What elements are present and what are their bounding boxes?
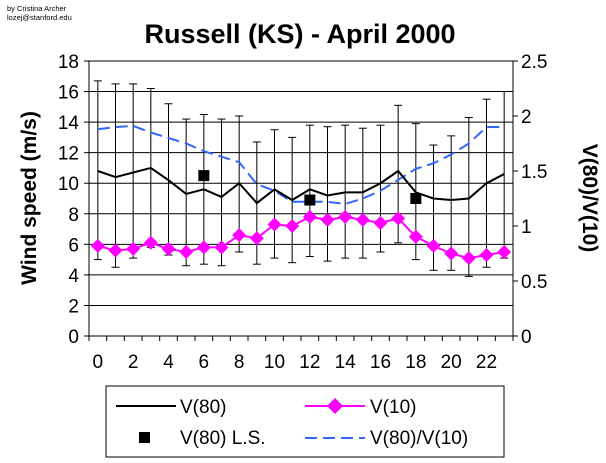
v10-point-5: [179, 244, 194, 259]
v10-point-17: [391, 211, 406, 226]
x-tick-label-10: 10: [264, 352, 285, 373]
v10-point-23: [497, 244, 512, 259]
v10-point-19: [426, 238, 441, 253]
x-tick-label-16: 16: [370, 352, 391, 373]
y2-tick-label-3: 1.5: [521, 162, 547, 183]
v80-ls-point-18: [410, 193, 422, 204]
v10-point-6: [196, 240, 211, 255]
v10-point-3: [143, 235, 158, 250]
series: [90, 124, 512, 266]
y-tick-label-4: 4: [68, 266, 79, 287]
v10-point-20: [444, 246, 459, 261]
legend-label-ratio: V(80)/V(10): [370, 428, 468, 449]
y-tick-label-14: 14: [58, 113, 80, 134]
y2-tick-label-0: 0: [521, 327, 532, 348]
y-tick-label-0: 0: [68, 327, 79, 348]
x-tick-label-22: 22: [476, 352, 497, 373]
v10-point-16: [373, 215, 388, 230]
v10-point-1: [108, 243, 123, 258]
v80-ls-point-6: [198, 170, 210, 182]
y2-tick-label-2: 1: [521, 217, 532, 238]
v10-point-21: [461, 251, 476, 266]
error-bars: [93, 80, 509, 277]
v10-point-11: [285, 219, 300, 233]
v10-point-7: [214, 240, 229, 255]
grid: [89, 60, 513, 337]
credit-email: lozej@stanford.edu: [7, 13, 72, 22]
v10-point-12: [302, 209, 317, 224]
plot-area: [88, 60, 514, 337]
legend-swatch-v80-ls: [139, 432, 150, 443]
x-tick-label-0: 0: [93, 352, 104, 373]
x-tick-label-2: 2: [128, 352, 139, 373]
v10-point-10: [267, 217, 282, 232]
v10-point-0: [90, 238, 105, 253]
axes: 0 2 4 6 8 10 12 14 16 18 0 0.5 1 1.5 2 2.5 0 2 4 6 8 10 12 14 16…: [58, 52, 548, 373]
x-tick-label-8: 8: [234, 352, 245, 373]
series-v80-line: [97, 166, 505, 205]
legend: V(80) V(10) V(80) L.S. V(80)/V(10): [105, 385, 505, 458]
credit-name: by Cristina Archer: [7, 4, 67, 13]
v10-point-9: [249, 231, 264, 246]
x-tick-label-18: 18: [405, 352, 426, 373]
y2-tick-label-1: 0.5: [521, 272, 547, 293]
v10-point-13: [320, 212, 335, 227]
y-tick-label-18: 18: [58, 52, 79, 73]
v10-point-4: [161, 241, 176, 256]
x-tick-label-6: 6: [199, 352, 210, 373]
v10-point-15: [355, 212, 370, 227]
legend-label-v80-ls: V(80) L.S.: [180, 428, 266, 449]
legend-box: [105, 385, 505, 458]
y-tick-label-8: 8: [68, 205, 79, 226]
v10-point-8: [232, 228, 247, 243]
v10-point-14: [338, 209, 353, 224]
y-tick-label-6: 6: [68, 235, 79, 256]
y-axis-label: Wind speed (m/s): [18, 111, 41, 285]
legend-label-v80: V(80): [180, 397, 226, 418]
v80-ls-point-12: [304, 194, 316, 206]
x-tick-label-12: 12: [299, 352, 320, 373]
y2-axis-label: V(80)/V(10): [578, 144, 601, 253]
y-tick-label-2: 2: [68, 296, 79, 317]
x-tick-label-14: 14: [335, 352, 357, 373]
y2-tick-label-4: 2: [521, 107, 532, 128]
series-v10-line: [97, 215, 505, 260]
series-ratio-line: [97, 124, 505, 206]
x-tick-label-4: 4: [163, 352, 174, 373]
v10-point-2: [126, 241, 141, 256]
v10-point-22: [479, 248, 494, 263]
v10-point-18: [408, 229, 423, 244]
legend-label-v10: V(10): [370, 397, 416, 418]
chart-title: Russell (KS) - April 2000: [144, 19, 455, 49]
x-tick-label-20: 20: [441, 352, 462, 373]
y-tick-label-10: 10: [58, 174, 79, 195]
y-tick-label-16: 16: [58, 83, 79, 104]
legend-swatch-v10-marker: [327, 398, 343, 414]
y-tick-label-12: 12: [58, 144, 79, 165]
y2-tick-label-5: 2.5: [521, 52, 547, 73]
